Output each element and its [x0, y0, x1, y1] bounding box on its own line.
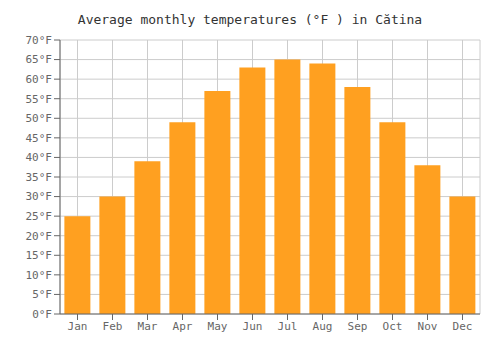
svg-text:5°F: 5°F: [32, 288, 52, 301]
svg-text:May: May: [208, 320, 228, 333]
svg-text:0°F: 0°F: [32, 308, 52, 321]
svg-text:60°F: 60°F: [26, 73, 53, 86]
svg-text:Feb: Feb: [103, 320, 123, 333]
svg-text:70°F: 70°F: [26, 34, 53, 47]
svg-text:50°F: 50°F: [26, 112, 53, 125]
svg-text:Apr: Apr: [173, 320, 193, 333]
svg-text:15°F: 15°F: [26, 249, 53, 262]
svg-text:Dec: Dec: [453, 320, 473, 333]
svg-text:Oct: Oct: [383, 320, 403, 333]
svg-text:Nov: Nov: [418, 320, 438, 333]
svg-text:Aug: Aug: [313, 320, 333, 333]
svg-text:Jun: Jun: [243, 320, 263, 333]
svg-text:55°F: 55°F: [26, 93, 53, 106]
svg-text:30°F: 30°F: [26, 190, 53, 203]
svg-text:10°F: 10°F: [26, 269, 53, 282]
svg-text:Sep: Sep: [348, 320, 368, 333]
svg-text:25°F: 25°F: [26, 210, 53, 223]
html-text:Average monthly temperatures (: Average monthly temperatures (°F ) in Că…: [77, 12, 423, 27]
svg-text:Mar: Mar: [138, 320, 158, 333]
svg-text:20°F: 20°F: [26, 230, 53, 243]
svg-text:Jan: Jan: [68, 320, 88, 333]
svg-text:40°F: 40°F: [26, 151, 53, 164]
svg-text:45°F: 45°F: [26, 132, 53, 145]
svg-text:35°F: 35°F: [26, 171, 53, 184]
svg-text:65°F: 65°F: [26, 53, 53, 66]
svg-text:Jul: Jul: [278, 320, 298, 333]
